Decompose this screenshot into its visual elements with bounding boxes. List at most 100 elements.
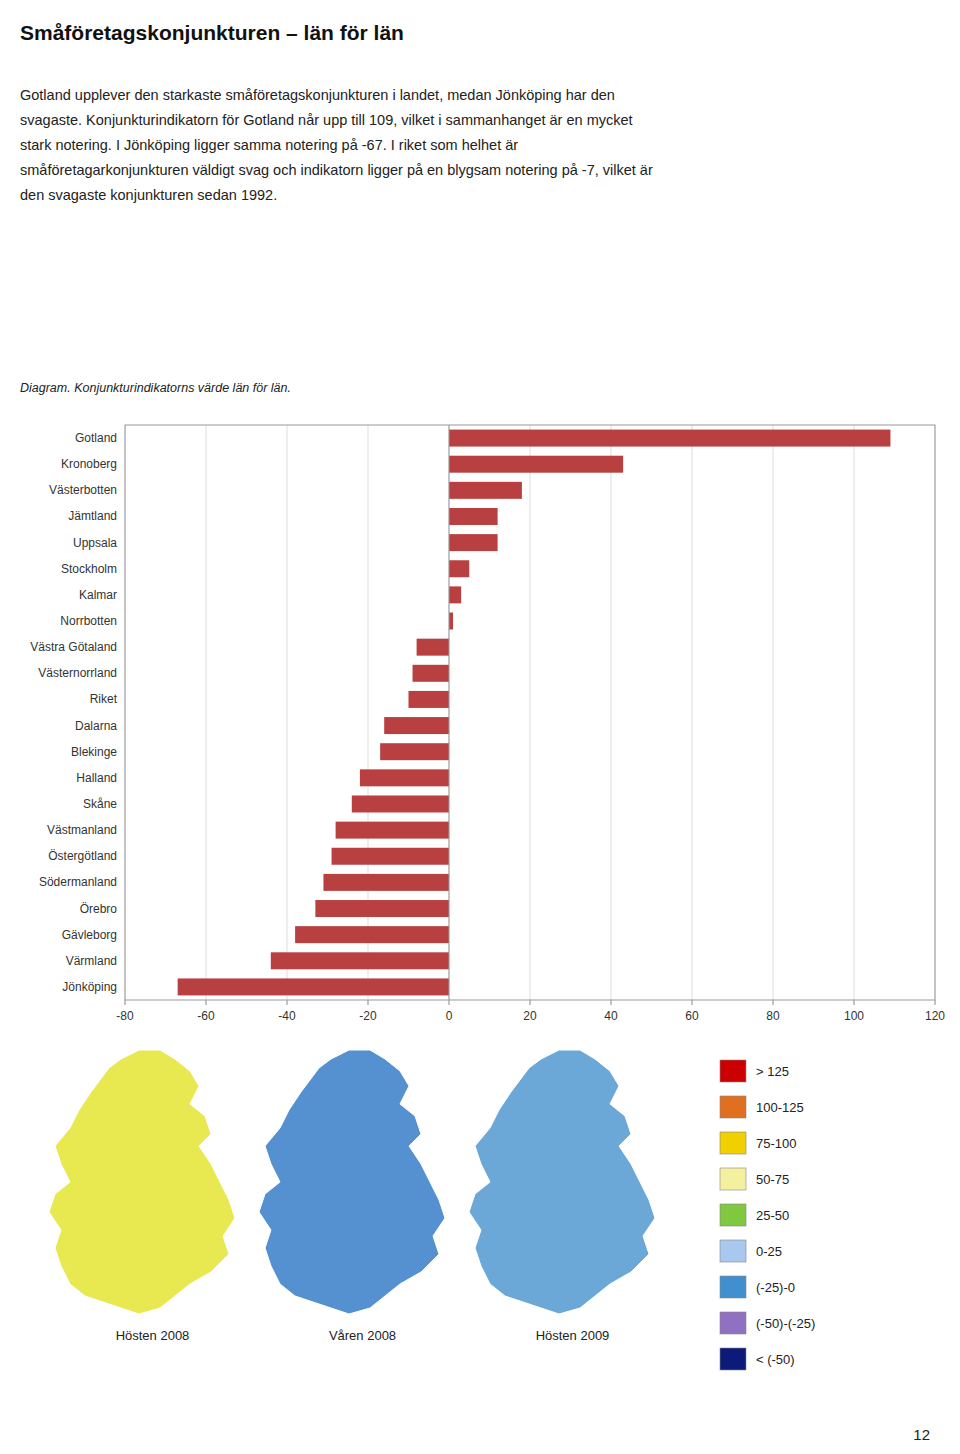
grid-line [287, 425, 288, 1000]
tick-label: -80 [116, 1009, 134, 1023]
body-text: småföretagarkonjunkturen väldigt svag oc… [20, 162, 653, 178]
bar [449, 560, 469, 577]
grid-line [773, 425, 774, 1000]
bar [295, 926, 449, 943]
map-label: Våren 2008 [329, 1328, 396, 1343]
tick-mark [692, 1000, 693, 1005]
bar [384, 717, 449, 734]
grid-line [692, 425, 693, 1000]
grid-line [530, 425, 531, 1000]
legend-label: (-50)-(-25) [756, 1316, 815, 1331]
page: Småföretagskonjunkturen – län för län Got… [0, 0, 960, 1454]
category-label: Kalmar [79, 588, 117, 602]
tick-mark [125, 1000, 126, 1005]
legend-swatch [720, 1096, 746, 1118]
category-label: Västernorrland [38, 666, 117, 680]
bar [323, 874, 449, 891]
bar [449, 613, 453, 630]
bar [449, 586, 461, 603]
category-label: Örebro [80, 902, 118, 916]
bar [409, 691, 450, 708]
category-label: Kronoberg [61, 457, 117, 471]
legend-swatch [720, 1204, 746, 1226]
legend-swatch [720, 1168, 746, 1190]
legend-label: 75-100 [756, 1136, 796, 1151]
category-label: Stockholm [61, 562, 117, 576]
bars [178, 430, 891, 996]
category-label: Gävleborg [62, 928, 117, 942]
tick-mark [206, 1000, 207, 1005]
map-silhouette [469, 1050, 655, 1314]
legend-label: > 125 [756, 1064, 789, 1079]
tick-mark [611, 1000, 612, 1005]
bar [336, 822, 449, 839]
legend-label: (-25)-0 [756, 1280, 795, 1295]
tick-label: -20 [359, 1009, 377, 1023]
tick-label: 40 [604, 1009, 618, 1023]
tick-label: 0 [446, 1009, 453, 1023]
bar [449, 534, 498, 551]
plot-frame [125, 425, 935, 1000]
map-label: Hösten 2009 [536, 1328, 610, 1343]
bar [449, 508, 498, 525]
grid-line [611, 425, 612, 1000]
category-label: Uppsala [73, 536, 117, 550]
legend-label: 50-75 [756, 1172, 789, 1187]
category-label: Södermanland [39, 875, 117, 889]
tick-label: 100 [844, 1009, 864, 1023]
category-label: Norrbotten [60, 614, 117, 628]
category-label: Västmanland [47, 823, 117, 837]
bar [271, 952, 449, 969]
tick-label: 120 [925, 1009, 945, 1023]
title: Småföretagskonjunkturen – län för län [20, 21, 404, 44]
map-silhouette [259, 1050, 445, 1314]
bar [380, 743, 449, 760]
category-label: Västerbotten [49, 483, 117, 497]
body-text: den svagaste konjunkturen sedan 1992. [20, 187, 277, 203]
category-label: Jämtland [68, 509, 117, 523]
body-text: svagaste. Konjunkturindikatorn för Gotla… [20, 112, 633, 128]
legend-label: < (-50) [756, 1352, 795, 1367]
bar [352, 795, 449, 812]
category-label: Värmland [66, 954, 117, 968]
tick-mark [854, 1000, 855, 1005]
bar [332, 848, 449, 865]
grid-line [206, 425, 207, 1000]
tick-label: -40 [278, 1009, 296, 1023]
category-label: Dalarna [75, 719, 117, 733]
legend-label: 25-50 [756, 1208, 789, 1223]
tick-mark [368, 1000, 369, 1005]
grid-line [854, 425, 855, 1000]
tick-mark [449, 1000, 450, 1005]
legend-swatch [720, 1060, 746, 1082]
legend-swatch [720, 1132, 746, 1154]
tick-label: 60 [685, 1009, 699, 1023]
legend-swatch [720, 1276, 746, 1298]
tick-label: 20 [523, 1009, 537, 1023]
body-text: Gotland upplever den starkaste småföreta… [20, 87, 615, 103]
map-silhouette [49, 1050, 235, 1314]
bar [449, 430, 890, 447]
tick-mark [287, 1000, 288, 1005]
diagram-label: Diagram. Konjunkturindikatorns värde län… [20, 381, 291, 395]
tick-mark [935, 1000, 936, 1005]
tick-label: 80 [766, 1009, 780, 1023]
category-label: Gotland [75, 431, 117, 445]
tick-mark [773, 1000, 774, 1005]
legend-label: 0-25 [756, 1244, 782, 1259]
category-label: Västra Götaland [30, 640, 117, 654]
bar [449, 456, 623, 473]
legend-label: 100-125 [756, 1100, 804, 1115]
grid [125, 425, 935, 1000]
legend-swatch [720, 1240, 746, 1262]
bar [449, 482, 522, 499]
tick-label: -60 [197, 1009, 215, 1023]
category-label: Riket [90, 692, 118, 706]
map-label: Hösten 2008 [116, 1328, 190, 1343]
bar [360, 769, 449, 786]
page-number: 12 [913, 1426, 930, 1443]
category-label: Halland [76, 771, 117, 785]
body-text: stark notering. I Jönköping ligger samma… [20, 137, 518, 153]
tick-mark [530, 1000, 531, 1005]
zero-line [449, 425, 450, 1000]
